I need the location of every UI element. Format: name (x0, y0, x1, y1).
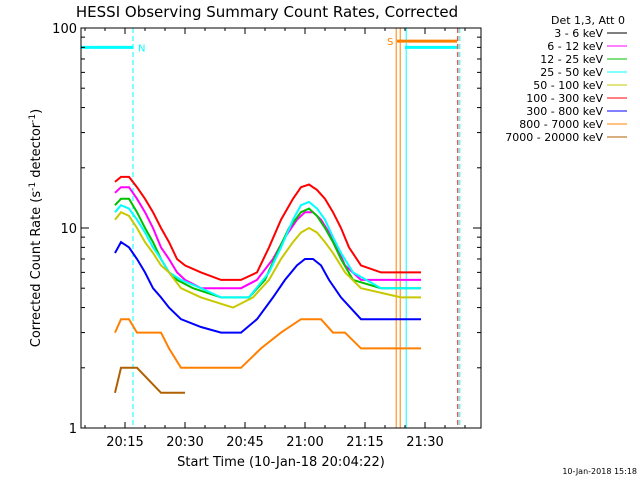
x-tick-label: 20:30 (166, 435, 203, 450)
y-axis-label: Corrected Count Rate (s-1 detector-1) (28, 109, 44, 347)
series-line (114, 318, 421, 369)
series-line (114, 240, 421, 334)
x-tick-label: 20:15 (106, 435, 143, 450)
legend-label: 3 - 6 keV (554, 27, 603, 40)
x-tick-label: 20:45 (226, 435, 263, 450)
x-axis-label: Start Time (10-Jan-18 20:04:22) (177, 455, 385, 470)
legend-label: 25 - 50 keV (540, 66, 603, 79)
series-line (114, 366, 185, 394)
legend-label: 100 - 300 keV (526, 92, 603, 105)
y-tick-label: 10 (60, 222, 77, 237)
timestamp: 10-Jan-2018 15:18 (562, 467, 637, 476)
y-tick-label: 100 (52, 22, 77, 37)
legend-label: 800 - 7000 keV (519, 118, 603, 131)
plot-frame (80, 27, 482, 429)
series-line (114, 210, 421, 309)
legend-header: Det 1,3, Att 0 (551, 14, 625, 27)
legend-label: 300 - 800 keV (526, 105, 603, 118)
observing-bar-label: N (138, 43, 145, 54)
y-tick-label: 1 (69, 422, 77, 437)
plot-area: NS (81, 28, 461, 428)
x-tick-label: 21:30 (406, 435, 443, 450)
observing-bar-label: S (387, 37, 393, 48)
series-line (114, 200, 421, 299)
legend-label: 12 - 25 keV (540, 53, 603, 66)
legend-label: 6 - 12 keV (547, 40, 603, 53)
series-line (114, 197, 421, 299)
legend-label: 7000 - 20000 keV (505, 131, 603, 144)
chart-title: HESSI Observing Summary Count Rates, Cor… (76, 3, 458, 21)
x-tick-label: 21:00 (286, 435, 323, 450)
x-tick-label: 21:15 (346, 435, 383, 450)
axes: 20:15 20:30 20:45 21:00 21:15 21:30 1 10 100 (52, 22, 481, 450)
series-line (114, 175, 421, 281)
legend-label: 50 - 100 keV (533, 79, 603, 92)
